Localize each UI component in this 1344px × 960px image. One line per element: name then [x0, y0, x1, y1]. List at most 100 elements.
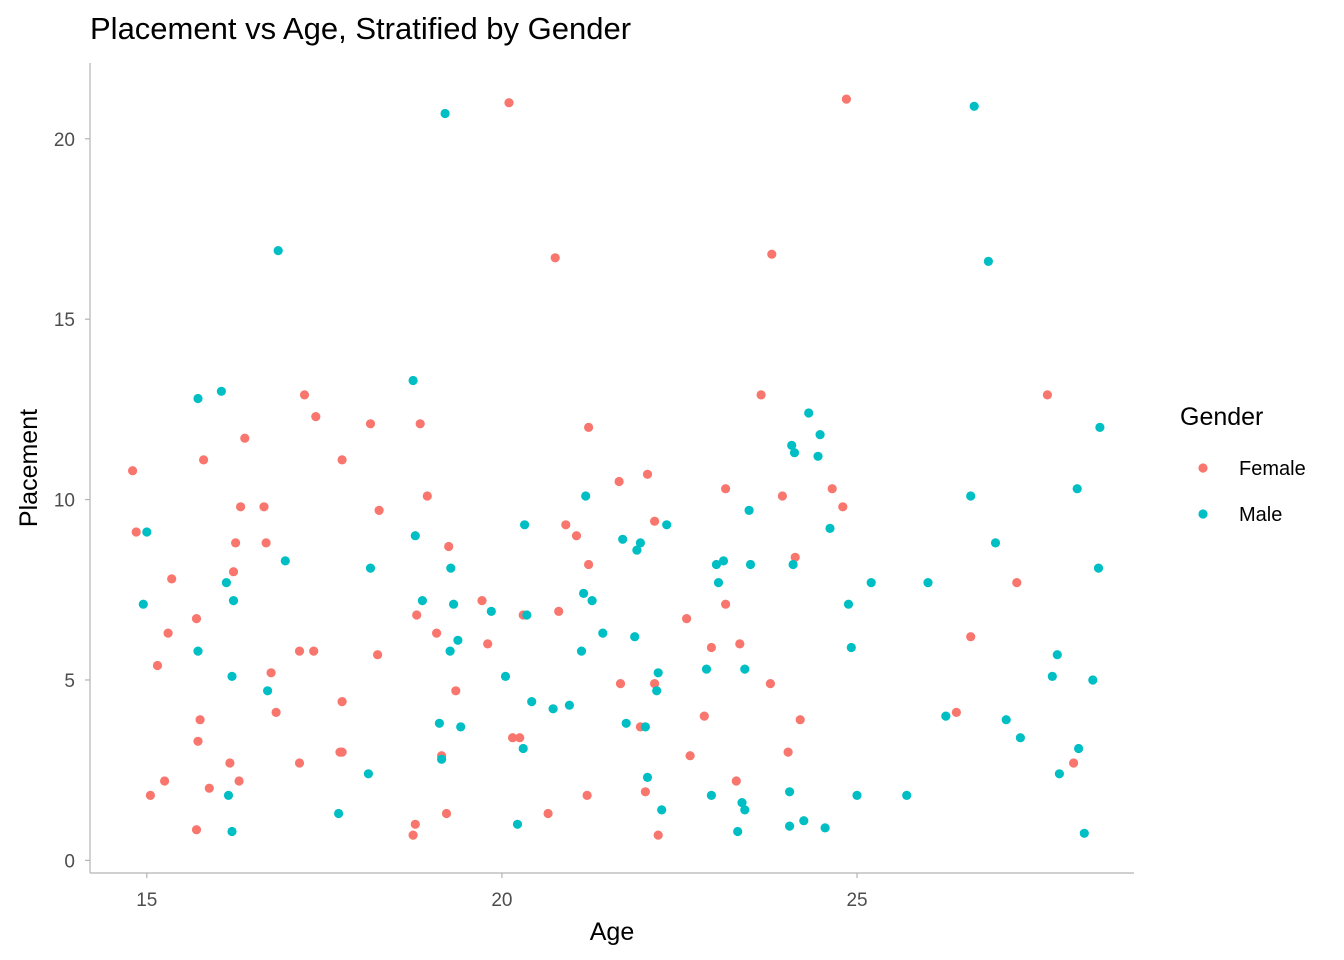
- point-female: [653, 830, 663, 840]
- point-male: [966, 491, 976, 501]
- point-female: [412, 610, 422, 620]
- point-female: [374, 505, 384, 515]
- point-female: [790, 552, 800, 562]
- y-axis-title: Placement: [15, 409, 43, 527]
- point-female: [504, 98, 514, 108]
- point-female: [240, 433, 250, 443]
- point-male: [990, 538, 1001, 548]
- point-female: [1042, 390, 1052, 400]
- point-female: [204, 783, 214, 793]
- point-male: [193, 393, 203, 404]
- point-male: [365, 563, 376, 573]
- point-female: [444, 541, 454, 552]
- point-male: [652, 686, 662, 696]
- point-male: [640, 722, 651, 732]
- point-female: [756, 390, 766, 400]
- point-female: [145, 790, 155, 801]
- point-female: [951, 707, 962, 718]
- point-female: [640, 787, 651, 797]
- point-female: [706, 642, 717, 653]
- point-male: [718, 556, 729, 566]
- point-female: [650, 679, 660, 689]
- point-male: [445, 646, 455, 656]
- x-tick-label: 25: [846, 890, 867, 911]
- point-male: [1079, 828, 1089, 838]
- point-male: [825, 523, 835, 534]
- point-female: [765, 679, 776, 689]
- point-male: [138, 599, 148, 609]
- point-male: [434, 718, 444, 728]
- point-male: [657, 805, 667, 815]
- point-female: [735, 639, 745, 649]
- point-male: [785, 787, 795, 797]
- point-male: [453, 635, 463, 645]
- point-female: [337, 747, 347, 757]
- x-tick-label: 20: [491, 890, 512, 911]
- point-male: [334, 808, 344, 819]
- point-male: [799, 816, 809, 826]
- point-male: [228, 596, 239, 606]
- point-female: [299, 390, 310, 400]
- chart-title: Placement vs Age, Stratified by Gender: [90, 11, 631, 46]
- point-male: [520, 520, 530, 530]
- point-male: [223, 790, 234, 801]
- point-male: [437, 754, 447, 764]
- point-female: [966, 632, 976, 642]
- point-female: [191, 825, 202, 835]
- point-male: [621, 718, 631, 728]
- point-female: [615, 679, 626, 689]
- point-male: [280, 556, 290, 566]
- point-female: [259, 502, 269, 512]
- point-female: [783, 747, 793, 757]
- point-female: [699, 711, 709, 721]
- point-female: [231, 538, 241, 548]
- point-male: [745, 559, 756, 570]
- point-female: [410, 819, 420, 829]
- point-female: [483, 639, 493, 649]
- point-female: [408, 830, 418, 840]
- point-female: [795, 715, 805, 725]
- y-tick-label: 5: [64, 671, 75, 692]
- point-female: [584, 422, 594, 432]
- point-male: [522, 610, 532, 620]
- point-female: [477, 596, 487, 606]
- point-male: [548, 704, 558, 714]
- point-male: [740, 805, 750, 815]
- point-female: [225, 758, 235, 768]
- y-tick-label: 10: [54, 491, 75, 512]
- point-male: [642, 772, 653, 783]
- point-male: [788, 559, 798, 570]
- point-male: [1074, 743, 1084, 754]
- point-male: [263, 686, 273, 696]
- point-male: [1052, 650, 1062, 660]
- point-male: [662, 520, 672, 530]
- point-female: [191, 614, 202, 624]
- point-female: [827, 484, 837, 494]
- x-tick-label: 15: [136, 890, 157, 911]
- point-female: [193, 736, 203, 746]
- point-male: [843, 599, 854, 609]
- point-female: [451, 686, 461, 696]
- point-male: [815, 430, 825, 440]
- point-male: [227, 826, 237, 837]
- point-female: [266, 668, 276, 678]
- point-male: [456, 722, 466, 732]
- point-male: [527, 697, 537, 707]
- point-female: [271, 707, 281, 718]
- point-female: [582, 790, 592, 801]
- point-male: [813, 451, 823, 461]
- point-female: [236, 502, 246, 512]
- point-male: [804, 408, 814, 418]
- point-female: [365, 419, 376, 429]
- point-male: [193, 646, 203, 656]
- point-male: [1054, 769, 1064, 779]
- x-axis-title: Age: [590, 918, 634, 946]
- point-female: [131, 527, 141, 537]
- point-male: [1047, 671, 1057, 682]
- point-female: [507, 733, 518, 743]
- point-female: [650, 516, 660, 526]
- point-male: [706, 790, 717, 801]
- point-female: [311, 412, 321, 422]
- point-female: [422, 491, 432, 501]
